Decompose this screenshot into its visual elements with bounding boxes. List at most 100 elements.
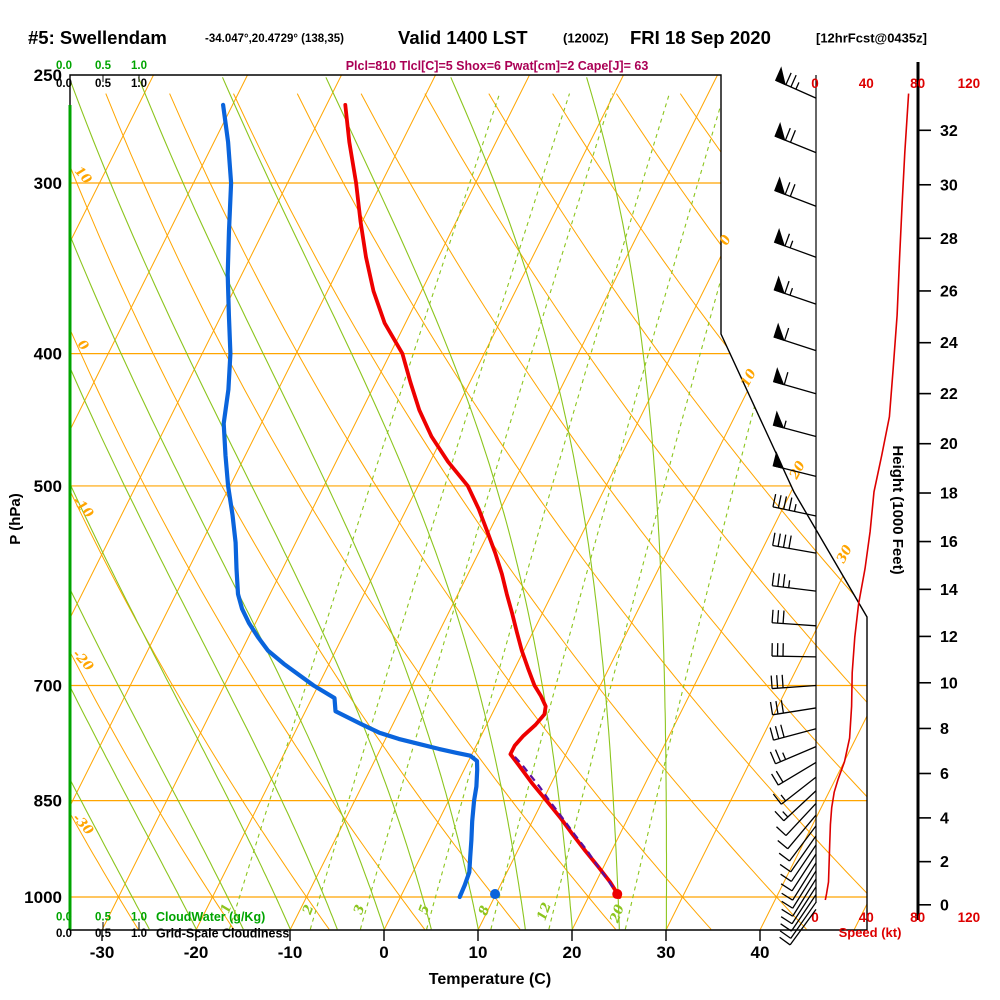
height-tick-label: 2	[940, 854, 949, 871]
height-tick-label: 16	[940, 534, 958, 551]
wind-barb	[770, 674, 817, 690]
height-tick-label: 28	[940, 231, 958, 248]
height-axis-title: Height (1000 Feet)	[889, 445, 906, 574]
cloudiness-scale-top: 1.0	[131, 78, 147, 90]
cloudwater-scale-title: CloudWater (g/Kg)	[156, 910, 265, 924]
wind-barb	[781, 870, 817, 909]
isotherm-label: 30	[834, 543, 856, 566]
wind-barb	[774, 66, 817, 99]
speed-tick-label-top: 120	[958, 76, 981, 91]
wind-barb	[771, 761, 817, 786]
cloudiness-scale-title: Grid-Scale Cloudiness	[156, 927, 289, 941]
speed-tick-label-top: 80	[910, 76, 925, 91]
mixing-ratio-label: 8	[476, 904, 493, 918]
speed-tick-label-top: 0	[811, 76, 819, 91]
wind-barb	[773, 227, 817, 258]
height-tick-label: 0	[940, 897, 949, 914]
mixing-ratio-label: 5	[416, 903, 433, 917]
wind-barb	[779, 901, 817, 939]
cloudwater-scale-top: 1.0	[131, 60, 147, 72]
valid-zulu: (1200Z)	[563, 31, 609, 46]
pressure-tick-label: 400	[34, 345, 62, 364]
wind-barb	[781, 862, 817, 901]
temp-tick-label: 0	[379, 943, 388, 962]
wind-barb	[772, 494, 817, 517]
cloudiness-scale-bottom: 0.5	[95, 928, 112, 940]
speed-tick-label-bottom: 120	[958, 910, 981, 925]
wind-barb	[778, 825, 817, 862]
wind-speed-curve	[824, 93, 910, 901]
temperature-axis-title: Temperature (C)	[429, 971, 551, 988]
wind-barb	[777, 814, 817, 850]
cloudwater-scale-top: 0.5	[95, 60, 112, 72]
sounding-curves-layer	[221, 102, 623, 900]
temp-tick-label: -10	[278, 943, 303, 962]
height-tick-label: 10	[940, 675, 958, 692]
isotherm-label: 20	[787, 459, 809, 483]
plot-frame	[69, 74, 868, 931]
cloudiness-scale-top: 0.5	[95, 78, 112, 90]
cloudiness-scale-bottom: 1.0	[131, 928, 147, 940]
cloudwater-scale-bottom: 0.5	[95, 912, 112, 924]
wind-barb	[779, 908, 817, 946]
temp-tick-label: -30	[90, 943, 115, 962]
temperature-curve	[343, 103, 622, 899]
wind-barb	[781, 878, 817, 917]
cloudwater-scale-top: 0.0	[56, 60, 72, 72]
wind-barb	[780, 894, 817, 932]
speed-axis-title: Speed (kt)	[839, 925, 902, 940]
cloudiness-scale-top: 0.0	[56, 78, 72, 90]
cloudiness-scale-bottom: 0.0	[56, 928, 72, 940]
wind-barb	[780, 844, 817, 882]
valid-time: Valid 1400 LST	[398, 27, 528, 48]
dry-adiabat-label: -20	[69, 647, 96, 675]
pressure-tick-label: 1000	[24, 888, 62, 907]
pressure-axis-title: P (hPa)	[7, 493, 24, 544]
cloudwater-scale-bottom: 1.0	[131, 912, 147, 924]
speed-tick-label-bottom: 0	[811, 910, 819, 925]
height-tick-label: 18	[940, 486, 958, 503]
speed-tick-label-bottom: 40	[859, 910, 874, 925]
frame-layer	[68, 62, 920, 931]
height-tick-label: 32	[940, 123, 958, 140]
height-tick-label: 12	[940, 629, 958, 646]
wind-barb	[779, 835, 817, 873]
forecast-tag: [12hrFcst@0435z]	[816, 31, 927, 46]
cloudwater-scale-bottom: 0.0	[56, 912, 72, 924]
wind-barb	[771, 643, 817, 658]
grid-layer	[70, 75, 867, 930]
speed-tick-label-bottom: 80	[910, 910, 925, 925]
surface-temperature-dot	[612, 889, 623, 900]
wind-profile-layer	[769, 66, 910, 946]
height-tick-label: 8	[940, 721, 949, 738]
wind-barb	[773, 275, 817, 305]
wind-barb	[769, 700, 817, 716]
mixing-ratio-label: 2	[300, 903, 318, 918]
isotherm-label: 0	[717, 233, 734, 248]
mixing-ratio-label: 12	[535, 901, 555, 923]
height-tick-label: 22	[940, 386, 958, 403]
height-tick-label: 24	[940, 335, 958, 352]
pressure-tick-label: 300	[34, 174, 62, 193]
wind-barb	[773, 322, 817, 352]
mixing-ratio-label: 3	[351, 903, 368, 917]
wind-barb	[774, 176, 817, 207]
height-tick-label: 26	[940, 283, 958, 300]
wind-barb	[772, 410, 817, 438]
temp-tick-label: 30	[657, 943, 676, 962]
wind-barb	[772, 367, 817, 395]
wind-barb	[769, 746, 817, 765]
mixing-ratio-label: 20	[607, 903, 628, 926]
height-tick-label: 30	[940, 177, 958, 194]
speed-tick-label-top: 40	[859, 76, 874, 91]
temp-tick-label: -20	[184, 943, 209, 962]
isotherm-lines	[70, 75, 867, 930]
wind-barb	[774, 790, 817, 822]
isotherm-label: 10	[738, 367, 760, 390]
wind-barb	[776, 802, 817, 837]
temp-tick-label: 40	[751, 943, 770, 962]
wind-barb	[771, 572, 817, 592]
